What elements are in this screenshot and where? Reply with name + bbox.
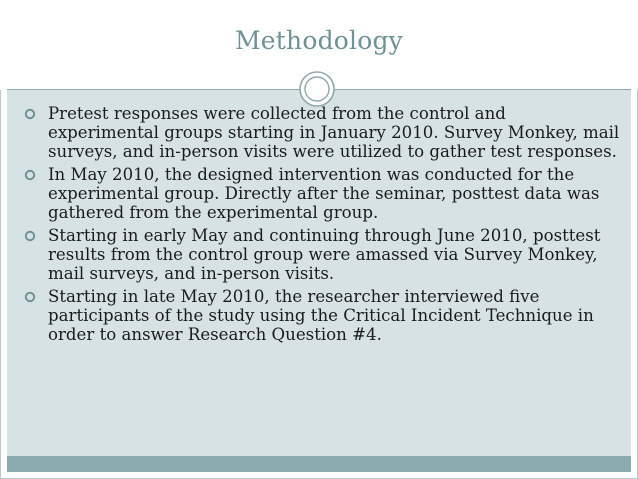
bullet-text: In May 2010, the designed intervention w…: [48, 165, 600, 222]
slide-title: Methodology: [234, 26, 404, 55]
ring-bullet-icon: [24, 291, 36, 303]
bullet-list: Pretest responses were collected from th…: [22, 104, 622, 348]
bullet-item: Starting in early May and continuing thr…: [22, 226, 622, 283]
bullet-item: Starting in late May 2010, the researche…: [22, 287, 622, 344]
bullet-item: In May 2010, the designed intervention w…: [22, 165, 622, 222]
ring-bullet-icon: [24, 108, 36, 120]
ring-bullet-icon: [24, 169, 36, 181]
ring-bullet-icon: [24, 230, 36, 242]
bullet-text: Pretest responses were collected from th…: [48, 104, 620, 161]
bullet-item: Pretest responses were collected from th…: [22, 104, 622, 161]
double-ring-ornament-icon: [299, 71, 335, 107]
bullet-text: Starting in late May 2010, the researche…: [48, 287, 594, 344]
content-area: Pretest responses were collected from th…: [7, 90, 631, 456]
bullet-text: Starting in early May and continuing thr…: [48, 226, 601, 283]
footer-band: [7, 456, 631, 472]
